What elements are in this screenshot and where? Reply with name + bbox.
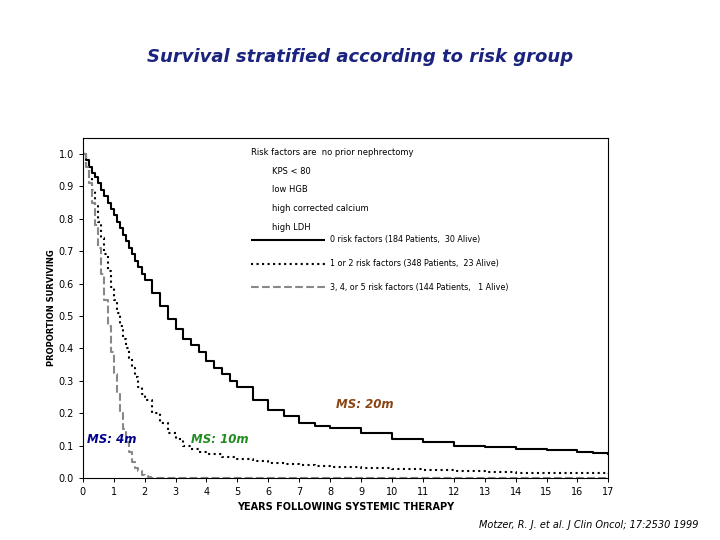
Text: MS: 4m: MS: 4m (87, 433, 137, 446)
Text: 3, 4, or 5 risk factors (144 Patients,   1 Alive): 3, 4, or 5 risk factors (144 Patients, 1… (330, 283, 508, 292)
Text: 1 or 2 risk factors (348 Patients,  23 Alive): 1 or 2 risk factors (348 Patients, 23 Al… (330, 259, 499, 268)
Y-axis label: PROPORTION SURVIVING: PROPORTION SURVIVING (47, 249, 55, 366)
Text: MS: 20m: MS: 20m (336, 398, 394, 411)
Text: KPS < 80: KPS < 80 (272, 167, 311, 176)
Text: Survival stratified according to risk group: Survival stratified according to risk gr… (147, 48, 573, 66)
X-axis label: YEARS FOLLOWING SYSTEMIC THERAPY: YEARS FOLLOWING SYSTEMIC THERAPY (237, 503, 454, 512)
Text: Risk factors are  no prior nephrectomy: Risk factors are no prior nephrectomy (251, 148, 413, 157)
Text: high LDH: high LDH (272, 222, 310, 232)
Text: low HGB: low HGB (272, 185, 307, 194)
Text: MS: 10m: MS: 10m (191, 433, 248, 446)
Text: 0 risk factors (184 Patients,  30 Alive): 0 risk factors (184 Patients, 30 Alive) (330, 235, 480, 244)
Text: Motzer, R. J. et al. J Clin Oncol; 17:2530 1999: Motzer, R. J. et al. J Clin Oncol; 17:25… (479, 520, 698, 530)
Text: high corrected calcium: high corrected calcium (272, 204, 369, 213)
